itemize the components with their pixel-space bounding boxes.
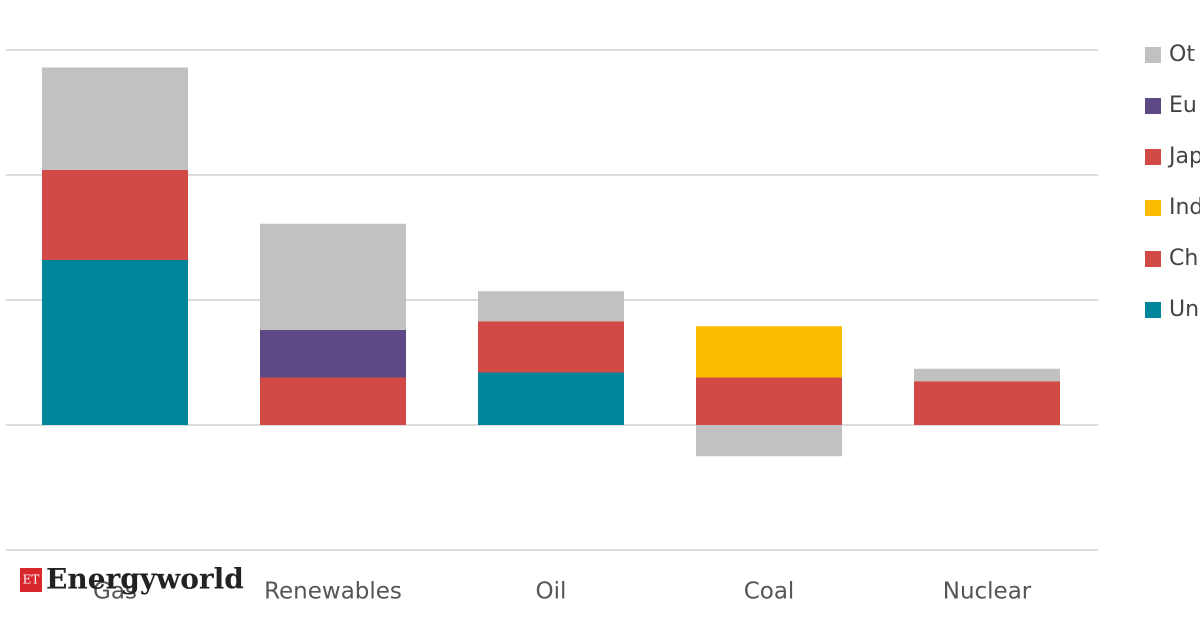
x-tick-label: Nuclear bbox=[943, 579, 1032, 605]
bar-segment bbox=[914, 381, 1060, 425]
x-tick-label: Gas bbox=[93, 579, 137, 605]
bar-segment bbox=[42, 67, 188, 170]
legend-swatch bbox=[1145, 47, 1161, 63]
legend-swatch bbox=[1145, 302, 1161, 318]
legend-label: Ot bbox=[1169, 42, 1195, 67]
legend-label: Ch bbox=[1169, 246, 1198, 271]
bar-segment bbox=[260, 330, 406, 378]
legend-swatch bbox=[1145, 251, 1161, 267]
legend-label: Eu bbox=[1169, 93, 1197, 118]
bar-segment bbox=[260, 223, 406, 330]
bar-segment bbox=[696, 326, 842, 378]
bar-segment bbox=[914, 368, 1060, 382]
bar-segment bbox=[42, 260, 188, 425]
legend-label: Jap bbox=[1167, 144, 1200, 169]
bar-segment bbox=[478, 372, 624, 425]
legend-label: Un bbox=[1169, 297, 1199, 322]
logo-name: Energyworld bbox=[46, 563, 244, 596]
bar-segment bbox=[260, 377, 406, 425]
logo-badge: ET bbox=[23, 573, 40, 587]
legend-swatch bbox=[1145, 149, 1161, 165]
bar-segment bbox=[696, 377, 842, 425]
bar-segment bbox=[696, 425, 842, 457]
legend-swatch bbox=[1145, 98, 1161, 114]
legend-swatch bbox=[1145, 200, 1161, 216]
bar-segment bbox=[42, 170, 188, 260]
bar-segment bbox=[478, 321, 624, 373]
legend-label: Ind bbox=[1169, 195, 1200, 220]
logo-badge-box bbox=[20, 568, 42, 592]
bar-segment bbox=[478, 291, 624, 322]
x-tick-label: Oil bbox=[536, 579, 567, 605]
x-tick-label: Renewables bbox=[264, 579, 402, 605]
x-tick-label: Coal bbox=[744, 579, 795, 605]
